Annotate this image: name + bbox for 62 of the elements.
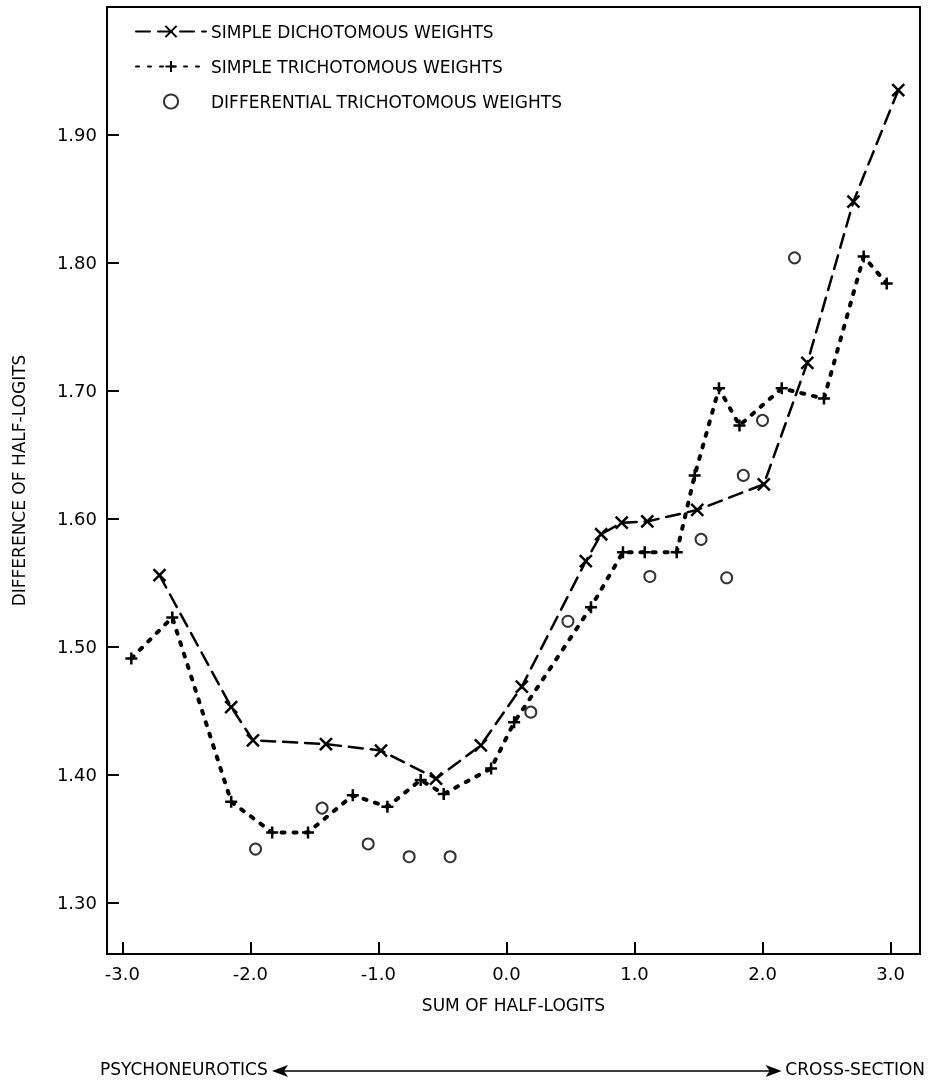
point (720, 571, 734, 585)
point (443, 850, 457, 864)
x-tick-label: 2.0 (748, 962, 777, 984)
legend-label: DIFFERENTIAL TRICHOTOMOUS WEIGHTS (211, 91, 562, 112)
point (318, 736, 334, 752)
point (436, 786, 451, 802)
point (315, 801, 329, 815)
point (345, 788, 361, 803)
point (593, 527, 609, 542)
point (514, 679, 530, 694)
y-tick-label: 1.60 (56, 508, 97, 530)
y-tick-label: 1.80 (56, 252, 97, 274)
point (578, 553, 594, 569)
point (473, 738, 489, 753)
point (614, 515, 629, 530)
point (756, 477, 772, 492)
x-tick-label: -3.0 (104, 962, 140, 984)
x-axis-title: SUM OF HALF-LOGITS (421, 994, 606, 1015)
x-tick-label: 1.0 (620, 962, 649, 984)
point (428, 771, 444, 786)
point (264, 825, 280, 840)
point (711, 381, 727, 396)
point (413, 772, 428, 788)
point (694, 532, 708, 546)
y-tick-label: 1.90 (56, 124, 97, 146)
point (561, 614, 575, 628)
point (736, 468, 750, 482)
point (361, 837, 375, 851)
point (788, 251, 802, 265)
point (506, 715, 522, 730)
point (643, 569, 657, 583)
point (800, 355, 815, 371)
x-tick-label: 0.0 (492, 962, 521, 984)
y-axis-title: DIFFERENCE OF HALF-LOGITS (8, 354, 29, 607)
point (223, 794, 239, 809)
point (756, 413, 770, 427)
point (846, 194, 861, 209)
point (640, 514, 655, 529)
point (483, 761, 499, 776)
point (890, 82, 906, 98)
point (689, 502, 705, 518)
point (223, 699, 239, 715)
point (152, 567, 167, 583)
point (583, 599, 599, 615)
text: PSYCHONEUROTICS (100, 1059, 268, 1079)
x-tick-label: -2.0 (232, 962, 268, 984)
y-tick-label: 1.50 (56, 636, 97, 658)
point (373, 743, 389, 758)
point (732, 418, 747, 433)
x-tick-label: 3.0 (876, 962, 905, 984)
legend-label: SIMPLE TRICHOTOMOUS WEIGHTS (211, 56, 503, 77)
point (249, 842, 263, 856)
point (816, 391, 832, 406)
text: CROSS-SECTION (785, 1059, 925, 1079)
y-tick-label: 1.70 (56, 380, 97, 402)
y-tick-label: 1.40 (56, 764, 97, 786)
y-tick-label: 1.30 (56, 892, 97, 914)
legend-label: SIMPLE DICHOTOMOUS WEIGHTS (211, 21, 494, 42)
x-tick-label: -1.0 (360, 962, 396, 984)
point (402, 850, 416, 864)
point (524, 705, 538, 719)
point (245, 733, 261, 748)
